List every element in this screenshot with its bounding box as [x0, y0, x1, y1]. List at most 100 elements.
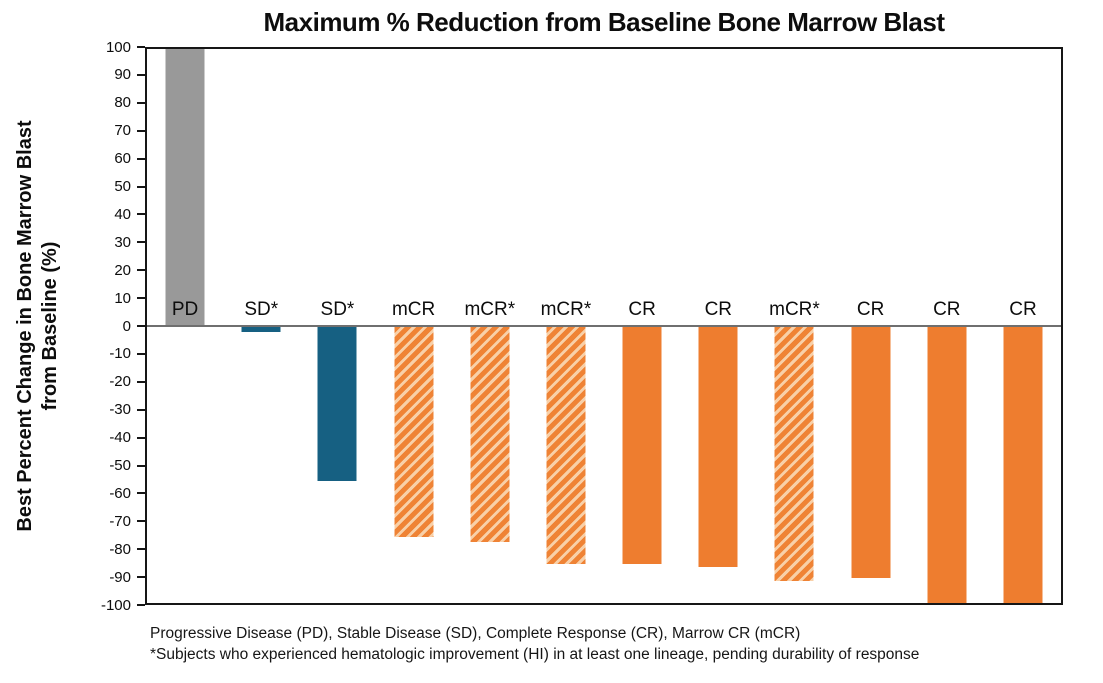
bar-slot: SD*: [223, 49, 299, 603]
y-tick: 50: [55, 177, 145, 197]
y-tick-label: -50: [109, 457, 131, 474]
bar: [470, 326, 510, 543]
y-tick-label: 50: [114, 178, 131, 195]
y-tick: -10: [55, 344, 145, 364]
y-tick-label: -30: [109, 401, 131, 419]
y-tick-label: -80: [109, 540, 131, 558]
bar: [698, 326, 738, 567]
y-tick-mark: [137, 297, 145, 300]
bar-slot: CR: [680, 49, 756, 603]
y-axis-ticks: 100 90 80 70 60 50 40 30 20 10 0 -10 -20 -30 -40 -50 -60…: [55, 39, 145, 614]
y-tick: -100: [55, 595, 145, 615]
bar-category-label: PD: [171, 299, 199, 320]
bar-slot: CR: [985, 49, 1061, 603]
y-tick: 60: [55, 149, 145, 169]
y-tick: -30: [55, 400, 145, 420]
y-tick-mark: [137, 520, 145, 523]
y-tick-mark: [137, 185, 145, 188]
y-tick-label: -60: [109, 484, 131, 502]
bar-category-label: mCR*: [540, 299, 592, 320]
y-tick-label: -70: [109, 512, 131, 530]
y-tick-mark: [137, 464, 145, 467]
y-tick: -70: [55, 511, 145, 531]
y-tick-mark: [137, 46, 145, 48]
y-tick-label: 40: [114, 205, 131, 223]
y-tick-mark: [137, 129, 145, 132]
bar-slot: PD: [147, 49, 223, 603]
y-tick-mark: [137, 352, 145, 355]
y-tick-mark: [137, 548, 145, 551]
bar: [927, 326, 967, 603]
y-tick-label: 80: [114, 94, 131, 112]
bar-category-label: SD*: [320, 299, 355, 320]
y-tick-label: 90: [114, 66, 131, 84]
y-tick-mark: [137, 325, 145, 327]
y-tick: 90: [55, 65, 145, 85]
zero-baseline: [147, 325, 1061, 327]
y-tick-label: 20: [114, 261, 131, 279]
footnote-asterisk: *Subjects who experienced hematologic im…: [150, 646, 920, 663]
bar: [774, 326, 814, 581]
y-tick-mark: [137, 73, 145, 76]
bar: [1003, 326, 1043, 603]
y-tick-label: 100: [105, 38, 131, 56]
bar-category-label: CR: [933, 299, 961, 320]
y-tick-label: -20: [109, 373, 131, 391]
y-tick: -90: [55, 567, 145, 587]
bar: [546, 326, 586, 565]
y-tick-label: -100: [100, 596, 131, 614]
footnote-abbreviations: Progressive Disease (PD), Stable Disease…: [150, 625, 801, 642]
y-tick: -20: [55, 372, 145, 392]
y-tick-mark: [137, 576, 145, 579]
y-tick: 30: [55, 232, 145, 252]
bar-category-label: SD*: [244, 299, 279, 320]
bar-category-label: mCR*: [464, 299, 516, 320]
y-tick-label: 0: [122, 317, 131, 335]
chart-title: Maximum % Reduction from Baseline Bone M…: [263, 7, 945, 37]
y-tick-mark: [137, 101, 145, 104]
bar-slot: CR: [604, 49, 680, 603]
y-tick: 100: [55, 37, 145, 57]
y-tick-label: 60: [114, 150, 131, 168]
bar-slot: mCR: [376, 49, 452, 603]
bar-slot: mCR*: [452, 49, 528, 603]
y-tick-label: -10: [109, 345, 131, 363]
y-tick: -80: [55, 539, 145, 559]
bar: [317, 326, 357, 482]
bar-slot: mCR*: [528, 49, 604, 603]
bar-category-label: CR: [628, 299, 656, 320]
y-tick-label: -90: [109, 568, 131, 586]
y-tick-mark: [137, 408, 145, 411]
bar: [622, 326, 662, 565]
bar-category-label: mCR*: [769, 299, 820, 320]
y-tick-label: 70: [114, 122, 131, 140]
bar-slot: CR: [909, 49, 985, 603]
y-tick-mark: [137, 604, 145, 606]
bar-category-label: mCR: [391, 299, 436, 320]
y-tick-label: 30: [114, 233, 131, 251]
y-tick: 10: [55, 288, 145, 308]
footnotes: Progressive Disease (PD), Stable Disease…: [150, 623, 919, 665]
bar-category-label: CR: [704, 299, 733, 320]
bar: [851, 326, 891, 579]
y-tick-mark: [137, 241, 145, 244]
y-tick: 40: [55, 204, 145, 224]
y-tick-mark: [137, 380, 145, 383]
bar: [394, 326, 434, 537]
bar: [165, 49, 205, 326]
y-tick-label: 10: [114, 289, 131, 307]
y-tick-mark: [137, 492, 145, 495]
y-tick: -60: [55, 483, 145, 503]
y-axis-title-line1: Best Percent Change in Bone Marrow Blast: [14, 120, 36, 532]
bar-category-label: CR: [1009, 299, 1037, 320]
y-tick-mark: [137, 436, 145, 439]
y-tick-mark: [137, 157, 145, 160]
y-tick-mark: [137, 269, 145, 272]
y-tick: -40: [55, 428, 145, 448]
plot-area: PD SD* SD* mCR mCR* mCR* CR CR mCR* CR CR CR: [145, 47, 1063, 605]
bar: [241, 326, 281, 332]
bar-slot: mCR*: [756, 49, 832, 603]
y-tick: 80: [55, 93, 145, 113]
y-tick: 20: [55, 260, 145, 280]
